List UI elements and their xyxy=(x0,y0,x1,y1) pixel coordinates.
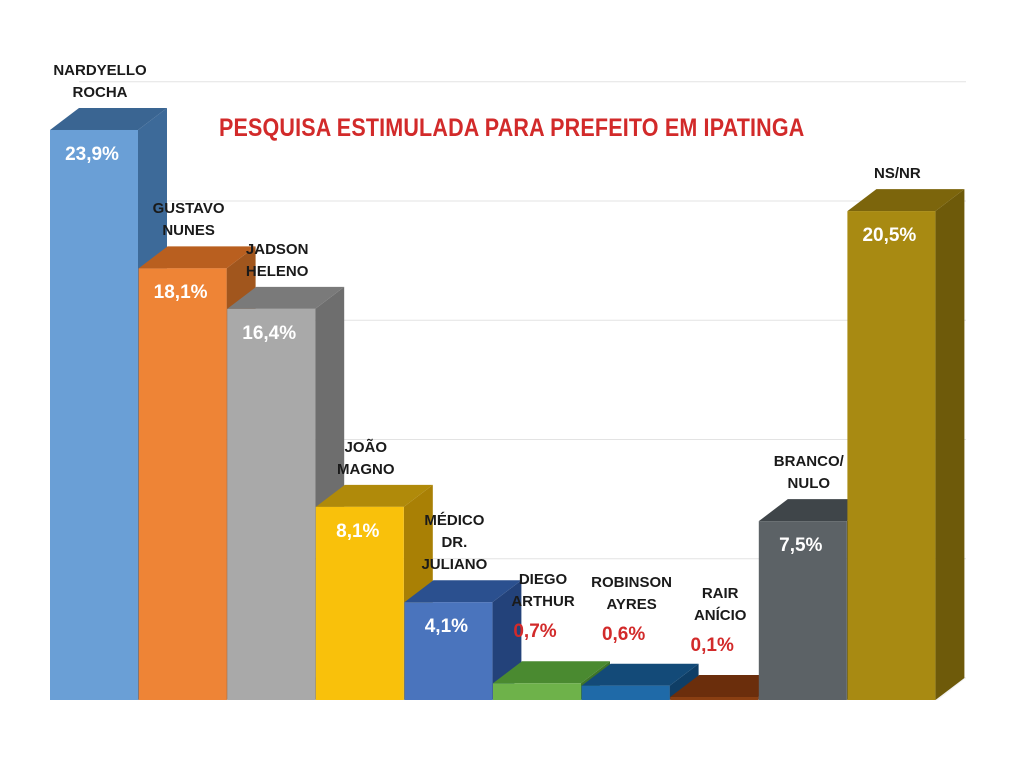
bar xyxy=(581,685,670,700)
data-label: 0,6% xyxy=(601,623,646,645)
data-label: 18,1% xyxy=(153,282,208,304)
bar-top xyxy=(138,246,256,269)
bar-top xyxy=(670,675,788,697)
data-label: 0,7% xyxy=(513,621,557,643)
bar xyxy=(315,506,404,700)
bar-side xyxy=(935,189,965,700)
data-label: 4,1% xyxy=(424,616,469,638)
bar-top xyxy=(581,663,699,686)
data-label: 0,1% xyxy=(690,635,734,656)
bar xyxy=(670,697,759,700)
category-label: RAIR ANÍCIO xyxy=(693,585,747,624)
category-label: MÉDICO DR. JULIANO xyxy=(421,512,488,574)
bar xyxy=(847,211,936,700)
category-label: NS/NR xyxy=(874,165,921,183)
data-label: 20,5% xyxy=(862,225,917,247)
chart-title: PESQUISA ESTIMULADA PARA PREFEITO EM IPA… xyxy=(218,114,805,142)
category-label: GUSTAVO NUNES xyxy=(152,200,225,240)
bar xyxy=(493,683,581,700)
category-label: DIEGO ARTHUR xyxy=(511,571,575,611)
category-label: ROBINSON AYRES xyxy=(591,573,673,613)
bar-top xyxy=(50,107,167,130)
category-label: JADSON HELENO xyxy=(245,240,309,280)
bar-top xyxy=(758,499,876,522)
bar xyxy=(50,129,138,701)
bar-top xyxy=(227,286,345,309)
category-label: BRANCO/ NULO xyxy=(773,453,844,493)
bar xyxy=(404,602,493,700)
bar xyxy=(758,521,847,700)
category-label: JOÃO MAGNO xyxy=(337,438,395,478)
data-label: 8,1% xyxy=(336,520,380,542)
bar xyxy=(138,268,227,700)
data-label: 7,5% xyxy=(779,535,823,557)
bar-top xyxy=(315,484,433,507)
category-label: NARDYELLO ROCHA xyxy=(53,61,147,101)
bar-top xyxy=(847,189,965,212)
bar-top xyxy=(404,580,522,603)
data-label: 16,4% xyxy=(242,322,297,344)
bar-top xyxy=(493,661,610,684)
bar xyxy=(227,308,316,700)
bar-side xyxy=(669,663,699,700)
data-label: 23,9% xyxy=(65,143,119,165)
